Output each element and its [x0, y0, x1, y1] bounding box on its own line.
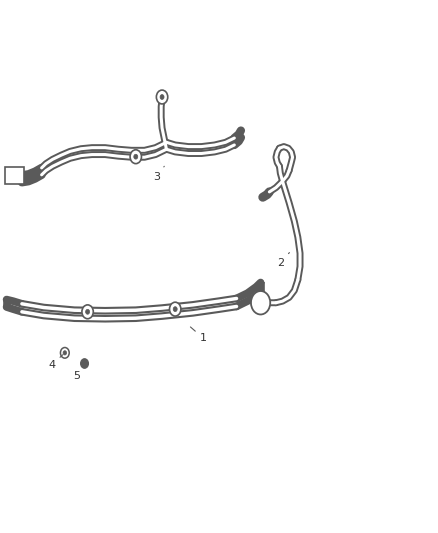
- Circle shape: [156, 90, 168, 104]
- Circle shape: [63, 351, 67, 355]
- Text: 2: 2: [277, 253, 290, 268]
- Circle shape: [160, 94, 164, 100]
- Circle shape: [60, 348, 69, 358]
- Circle shape: [81, 359, 88, 368]
- Text: 3: 3: [153, 166, 164, 182]
- Circle shape: [170, 302, 181, 316]
- Circle shape: [130, 150, 141, 164]
- Text: 4: 4: [48, 355, 63, 370]
- Circle shape: [82, 305, 93, 319]
- FancyBboxPatch shape: [5, 167, 24, 184]
- Circle shape: [173, 306, 177, 312]
- Text: 1: 1: [191, 327, 207, 343]
- Circle shape: [251, 291, 270, 314]
- Circle shape: [134, 154, 138, 159]
- Circle shape: [85, 309, 90, 314]
- Text: 5: 5: [73, 364, 85, 381]
